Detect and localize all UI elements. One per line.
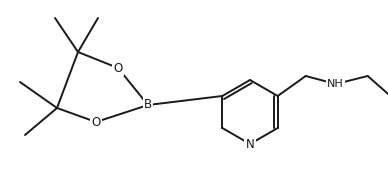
- Text: N: N: [246, 138, 255, 150]
- Text: O: O: [92, 116, 100, 129]
- Text: NH: NH: [327, 79, 344, 89]
- Text: B: B: [144, 98, 152, 111]
- Text: O: O: [113, 62, 123, 75]
